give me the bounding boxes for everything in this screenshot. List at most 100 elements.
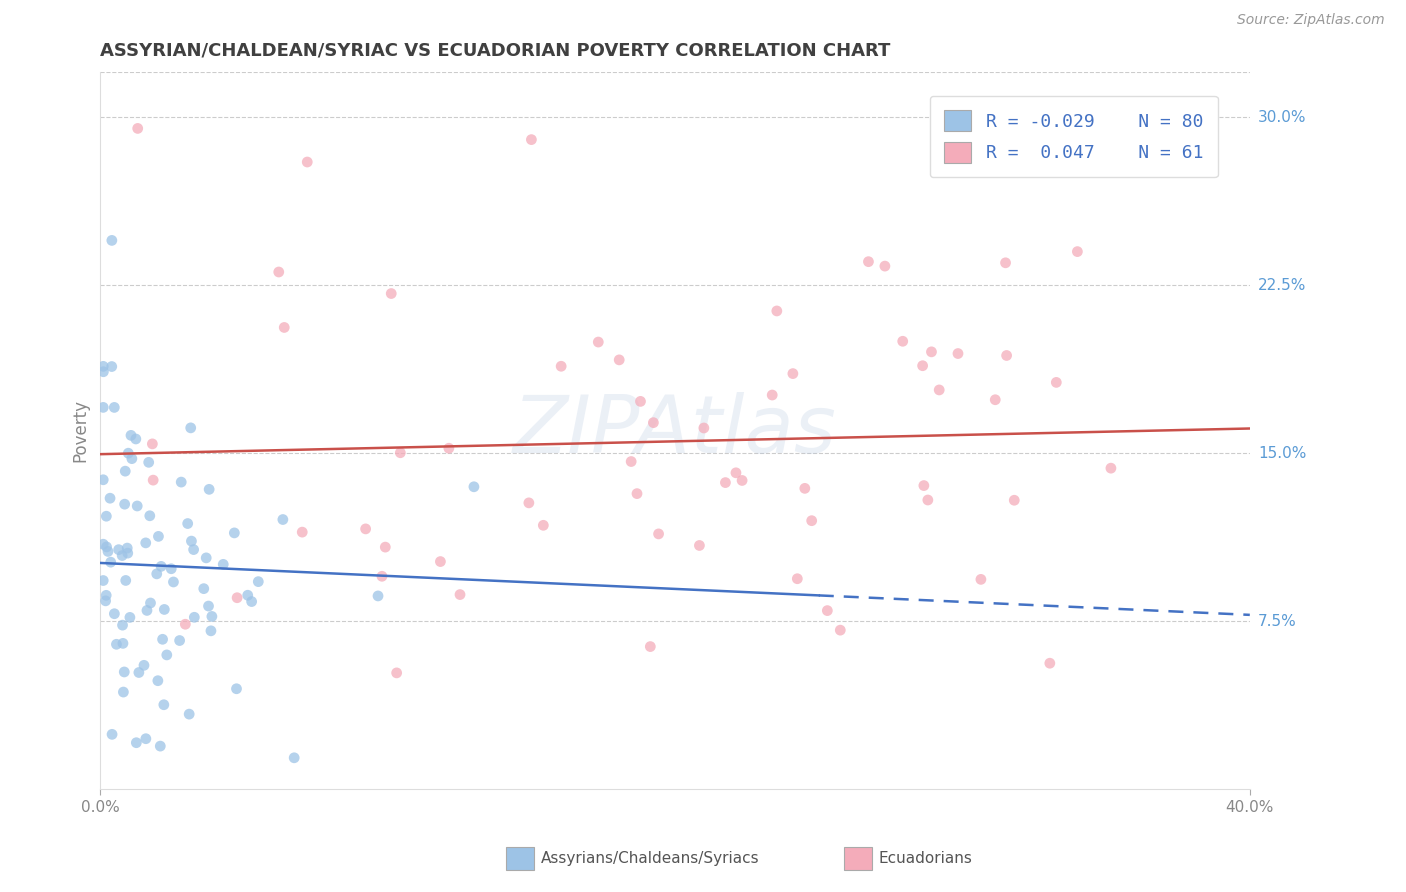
Point	[463, 480, 485, 494]
Point	[588, 334, 610, 349]
Point	[198, 483, 221, 497]
Point	[100, 555, 122, 569]
Point	[267, 265, 290, 279]
Point	[149, 739, 172, 753]
Point	[291, 525, 314, 540]
Point	[94, 594, 117, 608]
Point	[91, 359, 114, 374]
Point	[550, 359, 572, 374]
Point	[374, 540, 396, 554]
Point	[100, 359, 122, 374]
Point	[111, 618, 134, 632]
Text: Assyrians/Chaldeans/Syriacs: Assyrians/Chaldeans/Syriacs	[541, 851, 759, 865]
Point	[273, 320, 295, 334]
Point	[103, 401, 125, 415]
Point	[156, 648, 179, 662]
Point	[107, 542, 129, 557]
Point	[111, 549, 134, 563]
Point	[283, 751, 305, 765]
Point	[96, 509, 118, 524]
Point	[389, 446, 412, 460]
Point	[96, 588, 118, 602]
Point	[1066, 244, 1088, 259]
Point	[139, 508, 162, 523]
Point	[815, 604, 838, 618]
Point	[920, 344, 942, 359]
Point	[152, 632, 174, 647]
Point	[174, 617, 197, 632]
Point	[517, 496, 540, 510]
Point	[91, 537, 114, 551]
Point	[873, 259, 896, 273]
Point	[225, 681, 247, 696]
Point	[724, 466, 747, 480]
Point	[297, 155, 319, 169]
Point	[117, 446, 139, 460]
Point	[125, 736, 148, 750]
Point	[858, 254, 880, 268]
Point	[800, 514, 823, 528]
Point	[714, 475, 737, 490]
Point	[195, 550, 218, 565]
Point	[169, 633, 191, 648]
Point	[101, 727, 124, 741]
Point	[380, 286, 402, 301]
Point	[118, 610, 141, 624]
Point	[114, 574, 136, 588]
Text: 15.0%: 15.0%	[1258, 446, 1306, 460]
Text: Ecuadorians: Ecuadorians	[879, 851, 973, 865]
Point	[917, 493, 939, 508]
Point	[201, 609, 224, 624]
Point	[127, 121, 149, 136]
Point	[688, 539, 710, 553]
Point	[121, 451, 143, 466]
Point	[385, 665, 408, 680]
Point	[114, 464, 136, 478]
Point	[236, 588, 259, 602]
Point	[640, 640, 662, 654]
Text: 22.5%: 22.5%	[1258, 277, 1306, 293]
Y-axis label: Poverty: Poverty	[72, 400, 89, 462]
Point	[96, 540, 118, 554]
Point	[647, 527, 669, 541]
Point	[630, 394, 652, 409]
Point	[891, 334, 914, 349]
Point	[1045, 376, 1067, 390]
Point	[761, 388, 783, 402]
Point	[620, 454, 643, 468]
Point	[180, 534, 202, 549]
Point	[200, 624, 222, 638]
Point	[429, 555, 451, 569]
Point	[97, 544, 120, 558]
Point	[138, 455, 160, 469]
Point	[731, 474, 754, 488]
Point	[132, 658, 155, 673]
Point	[142, 473, 165, 487]
Text: ZIPAtlas: ZIPAtlas	[513, 392, 837, 470]
Point	[995, 349, 1018, 363]
Text: 30.0%: 30.0%	[1258, 110, 1306, 125]
Point	[146, 673, 169, 688]
Point	[91, 401, 114, 415]
Point	[449, 588, 471, 602]
Point	[114, 497, 136, 511]
Point	[984, 392, 1007, 407]
Point	[112, 685, 135, 699]
Point	[437, 442, 460, 456]
Point	[786, 572, 808, 586]
Point	[91, 473, 114, 487]
Point	[150, 559, 173, 574]
Point	[830, 623, 852, 637]
Point	[101, 234, 124, 248]
Point	[224, 525, 246, 540]
Point	[105, 637, 128, 651]
Point	[120, 428, 142, 442]
Point	[111, 636, 134, 650]
Point	[693, 421, 716, 435]
Point	[1039, 657, 1062, 671]
Point	[176, 516, 198, 531]
Point	[531, 518, 554, 533]
Point	[128, 665, 150, 680]
Point	[141, 437, 163, 451]
Point	[271, 512, 294, 526]
